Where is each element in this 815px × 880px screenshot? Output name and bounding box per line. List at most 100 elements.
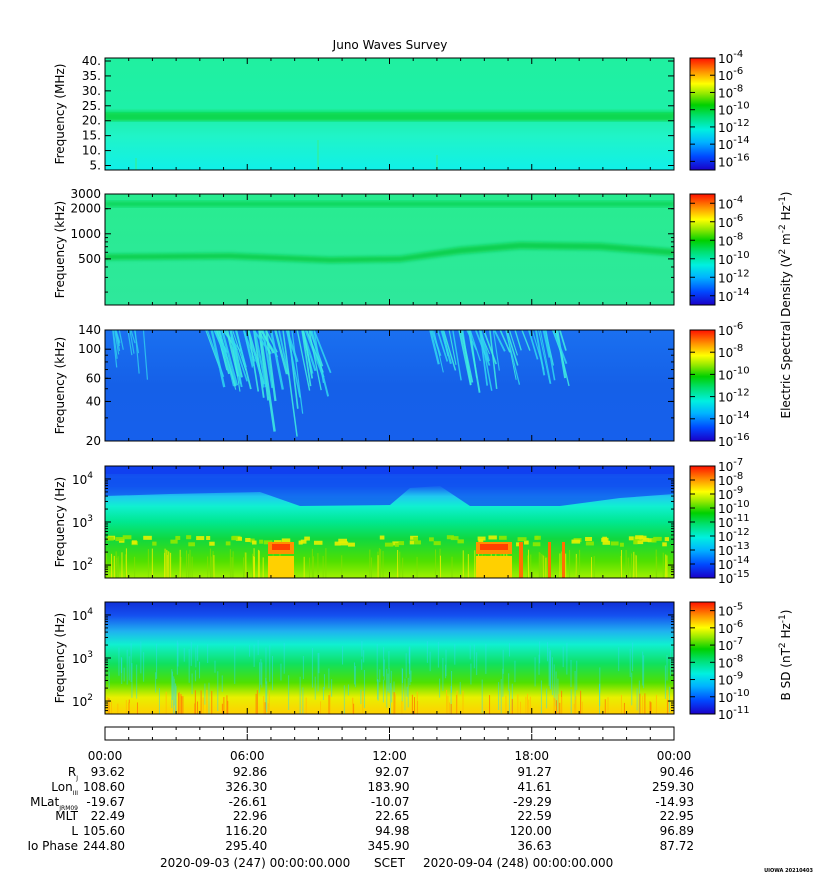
features-p3	[112, 330, 570, 437]
ephemeris-value: 259.30	[652, 780, 694, 794]
ytick-label: 35.	[82, 69, 101, 83]
ephemeris-value: 244.80	[83, 839, 125, 853]
ephemeris-value: -29.29	[513, 795, 552, 809]
ytick-label: 3000	[70, 187, 101, 201]
time-tick-label: 00:00	[88, 749, 123, 763]
ytick-label: 103	[72, 514, 93, 530]
colorbar-tick-label: 10-10	[718, 101, 750, 118]
ytick-label: 2000	[70, 202, 101, 216]
spectrogram-p3	[105, 330, 674, 441]
ephemeris-value: 22.59	[517, 809, 551, 823]
ytick-label: 140	[78, 323, 101, 337]
colorbars: 10-410-610-810-1010-1210-1410-1610-410-6…	[689, 49, 793, 722]
panel-p1: 40.35.30.25.20.15.10.5. Frequency (MHz)	[53, 54, 675, 173]
chart-title: Juno Waves Survey	[332, 38, 448, 52]
ephemeris-row-label: Io Phase	[27, 839, 78, 853]
colorbar-tick-label: 10-8	[718, 653, 743, 670]
ytick-label: 104	[72, 471, 93, 487]
ephemeris-value: -26.61	[229, 795, 268, 809]
time-tick-label: 06:00	[230, 749, 265, 763]
ytick-label: 30.	[82, 84, 101, 98]
ephemeris-value: 93.62	[91, 765, 125, 779]
colorbar-tick-label: 10-10	[718, 499, 750, 516]
colorbar-tick-label: 10-14	[718, 287, 750, 304]
ephemeris-value: 92.86	[233, 765, 267, 779]
ephemeris-table: RJ 93.62 92.86 92.07 91.27 90.46 LonIII 108.60 3…	[27, 765, 694, 853]
colorbar-tick-label: 10-8	[718, 343, 743, 360]
colorbar-tick-label: 10-15	[718, 569, 750, 586]
ylabel-p4: Frequency (Hz)	[53, 477, 67, 568]
ylabel-p2: Frequency (kHz)	[53, 201, 67, 298]
colorbar-tick-label: 10-6	[718, 213, 743, 230]
colorbar-tick-label: 10-10	[718, 365, 750, 382]
colorbar-tick-label: 10-11	[718, 705, 750, 722]
ephemeris-value: 295.40	[225, 839, 267, 853]
ephemeris-value: 116.20	[225, 824, 267, 838]
colorbar-cb3: 10-710-810-910-1010-1110-1210-1310-1410-…	[689, 457, 750, 586]
ytick-label: 15.	[82, 129, 101, 143]
colorbar-tick-label: 10-8	[718, 471, 743, 488]
ephemeris-row-label: LonIII	[51, 780, 78, 797]
spectrogram-p5	[105, 602, 674, 714]
time-tick-label: 00:00	[657, 749, 692, 763]
ytick-label: 20.	[82, 114, 101, 128]
ephemeris-row-label: MLatJRM09	[30, 795, 78, 812]
features-p2	[105, 201, 674, 263]
time-tick-labels: 00:00 06:00 12:00 18:00 00:00	[88, 727, 692, 763]
ytick-label: 102	[72, 557, 93, 573]
colorbar-tick-label: 10-8	[718, 83, 743, 100]
ephemeris-value: 90.46	[660, 765, 694, 779]
ephemeris-value: -10.07	[371, 795, 410, 809]
ephemeris-value: 36.63	[517, 839, 551, 853]
ephemeris-value: 96.89	[660, 824, 694, 838]
ytick-label: 102	[72, 693, 93, 709]
ephemeris-value: 92.07	[375, 765, 409, 779]
ephemeris-value: 183.90	[368, 780, 410, 794]
ytick-label: 10.	[82, 144, 101, 158]
colorbar-tick-label: 10-12	[718, 388, 750, 405]
colorbar-tick-label: 10-16	[718, 432, 750, 449]
ytick-label: 5.	[90, 159, 101, 173]
ytick-label: 1000	[70, 227, 101, 241]
ytick-label: 100	[78, 342, 101, 356]
ytick-label: 104	[72, 607, 93, 623]
colorbar-tick-label: 10-12	[718, 118, 750, 135]
ytick-label: 500	[78, 252, 101, 266]
colorbar-tick-label: 10-14	[718, 410, 750, 427]
colorbar-tick-label: 10-14	[718, 555, 750, 572]
colorbar-tick-label: 10-6	[718, 619, 743, 636]
colorbar-tick-label: 10-8	[718, 231, 743, 248]
ephemeris-value: 22.96	[233, 809, 267, 823]
colorbar-tick-label: 10-10	[718, 688, 750, 705]
colorbar-tick-label: 10-6	[718, 321, 743, 338]
ephemeris-value: -19.67	[86, 795, 125, 809]
colorbar-tick-label: 10-7	[718, 457, 743, 474]
ytick-label: 60	[86, 371, 101, 385]
ephemeris-value: -14.93	[655, 795, 694, 809]
ephemeris-row-label: L	[71, 824, 78, 838]
ephemeris-value: 91.27	[517, 765, 551, 779]
colorbar-tick-label: 10-11	[718, 513, 750, 530]
panel-p5: 104 103 102 Frequency (Hz)	[53, 601, 675, 715]
features-p5	[105, 640, 674, 714]
colorbar-tick-label: 10-9	[718, 671, 743, 688]
ytick-label: 103	[72, 650, 93, 666]
ytick-label: 40	[86, 394, 101, 408]
colorbar-tick-label: 10-4	[718, 49, 743, 66]
colorbar-tick-label: 10-4	[718, 194, 743, 211]
panel-p3: 140 100 60 40 20 Frequency (kHz)	[53, 323, 675, 448]
colorbar-tick-label: 10-12	[718, 268, 750, 285]
colorbar-tick-label: 10-5	[718, 602, 743, 619]
electric-spectral-density-label: Electric Spectral Density (V2 m-2 Hz-1)	[778, 191, 793, 418]
ephemeris-value: 120.00	[510, 824, 552, 838]
colorbar-tick-label: 10-14	[718, 135, 750, 152]
ephemeris-value: 326.30	[225, 780, 267, 794]
date-end: 2020-09-04 (248) 00:00:00.000	[423, 856, 613, 870]
date-start: 2020-09-03 (247) 00:00:00.000	[160, 856, 350, 870]
ephemeris-row-label: RJ	[68, 765, 78, 782]
b-spectral-density-label: B SD (nT2 Hz-1)	[778, 610, 793, 701]
ephemeris-value: 22.95	[660, 809, 694, 823]
ephemeris-value: 345.90	[368, 839, 410, 853]
